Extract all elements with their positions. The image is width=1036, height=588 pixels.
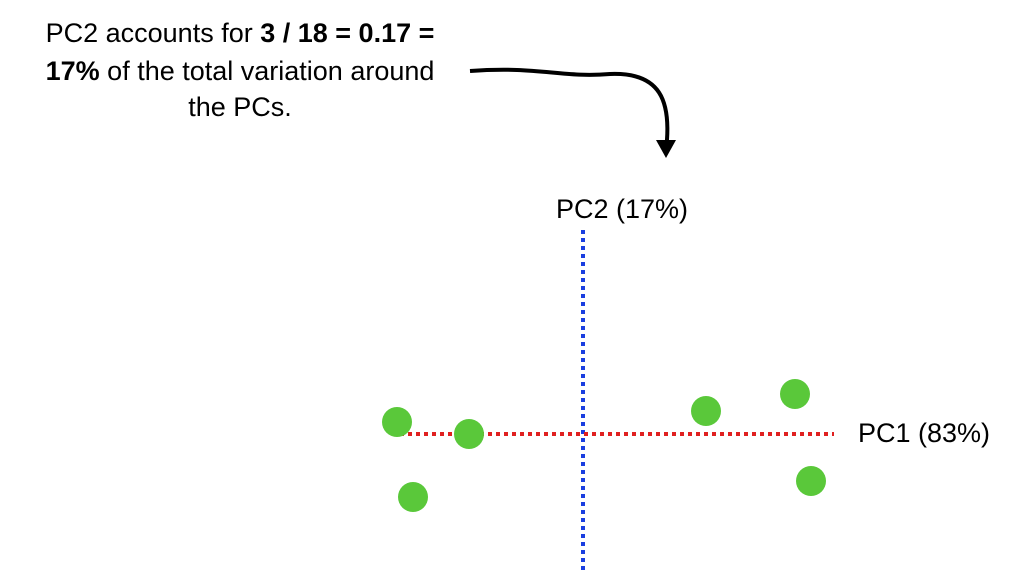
annotation-line: the PCs. [188,92,292,122]
annotation-text: PC2 accounts for [46,18,253,48]
point [398,482,428,512]
point [382,407,412,437]
arrow [469,67,670,151]
annotation-text: of the total variation around [107,56,434,86]
point [691,396,721,426]
annotation-bold: 3 / 18 = 0.17 = [260,18,434,48]
points [382,379,826,512]
annotation-bold: 17% [46,56,100,86]
pc2-label: PC2 (17%) [556,194,688,224]
pc1-label: PC1 (83%) [858,418,990,448]
point [454,419,484,449]
arrow-head [656,140,676,158]
point [796,466,826,496]
annotation-line: 17% of the total variation around [46,56,435,86]
point [780,379,810,409]
annotation-line: PC2 accounts for 3 / 18 = 0.17 = [46,18,435,48]
